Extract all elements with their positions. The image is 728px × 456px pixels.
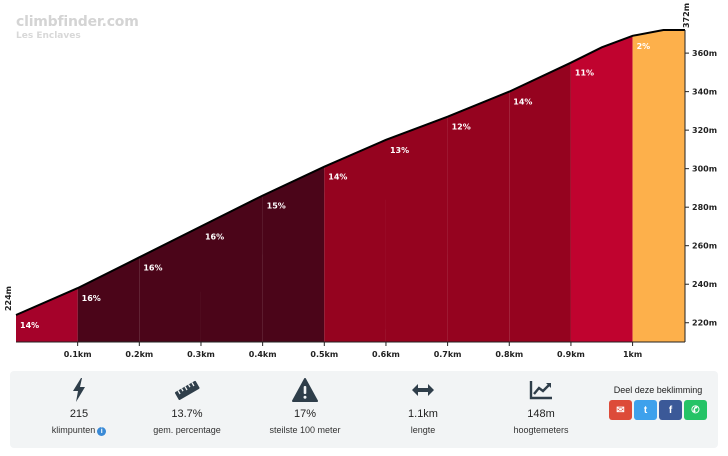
- segment-area-4: [262, 166, 325, 342]
- segment-area-6: [385, 116, 448, 342]
- segment-area-10: [632, 30, 685, 342]
- segment-gradient-label: 15%: [267, 202, 286, 211]
- twitter-share-button[interactable]: t: [634, 400, 657, 420]
- segment-gradient-label: 2%: [637, 42, 651, 51]
- stat-value: 148m: [527, 408, 555, 420]
- stat-value: 13.7%: [171, 408, 203, 420]
- y-tick-label: 340m: [692, 88, 717, 97]
- stat-label: lengte: [410, 425, 436, 435]
- segment-gradient-label: 14%: [328, 173, 347, 182]
- whatsapp-share-button[interactable]: ✆: [684, 400, 707, 420]
- info-icon[interactable]: i: [97, 427, 107, 436]
- stat-length: 1.1km lengte: [358, 377, 488, 436]
- segment-gradient-label: 13%: [390, 146, 409, 155]
- y-tick-label: 300m: [692, 165, 717, 174]
- stat-label: gem. percentage: [153, 425, 221, 435]
- stat-label: hoogtemeters: [513, 425, 569, 435]
- segment-area-8: [509, 62, 571, 342]
- arrows-horizontal-icon: [358, 377, 488, 403]
- stat-elevation-gain: 148m hoogtemeters: [476, 377, 606, 436]
- ruler-icon: [122, 377, 252, 403]
- x-tick-label: 0.7km: [434, 350, 462, 359]
- y-tick-label: 360m: [692, 49, 717, 58]
- share-buttons: ✉ t f ✆: [606, 400, 710, 420]
- end-elevation-label: 372m: [682, 3, 691, 28]
- elevation-chart-icon: [476, 377, 606, 403]
- stat-label: steilste 100 meter: [269, 425, 341, 435]
- y-tick-label: 280m: [692, 203, 717, 212]
- profile-line: [15, 29, 685, 316]
- segment-gradient-label: 16%: [143, 263, 162, 272]
- climb-name: Les Enclaves: [16, 31, 81, 41]
- warning-icon: [240, 377, 370, 403]
- stat-value: 215: [69, 408, 89, 420]
- share-panel: Deel deze beklimming ✉ t f ✆: [606, 385, 710, 420]
- envelope-icon: ✉: [616, 404, 625, 416]
- stat-value: 1.1km: [408, 408, 438, 420]
- x-tick-label: 0.6km: [372, 350, 400, 359]
- elevation-profile-svg: 14% 16% 16% 16% 15% 14% 13% 12% 14% 11% 2% 0.1km 0.2…: [4, 3, 717, 359]
- y-tick-label: 220m: [692, 319, 717, 328]
- whatsapp-icon: ✆: [691, 404, 700, 416]
- stat-average-gradient: 13.7% gem. percentage: [122, 377, 252, 436]
- lightning-icon: [14, 377, 144, 403]
- stat-value: 17%: [293, 408, 317, 420]
- segment-gradient-label: 16%: [205, 232, 224, 241]
- facebook-share-button[interactable]: f: [659, 400, 682, 420]
- segment-area-9: [570, 35, 633, 343]
- x-tick-label: 0.9km: [557, 350, 585, 359]
- stat-label: klimpunten: [51, 425, 96, 435]
- segment-area-3: [200, 195, 263, 342]
- x-tick-label: 0.8km: [495, 350, 523, 359]
- email-share-button[interactable]: ✉: [609, 400, 632, 420]
- y-tick-label: 260m: [692, 242, 717, 251]
- y-tick-label: 240m: [692, 280, 717, 289]
- segment-gradient-label: 11%: [575, 69, 594, 78]
- brand-watermark: climbfinder.com: [16, 14, 139, 30]
- x-tick-label: 0.3km: [187, 350, 215, 359]
- x-tick-label: 1km: [623, 350, 642, 359]
- stats-bar: 215 klimpunten i 13.7% gem. percentage 17…: [10, 371, 718, 448]
- x-tick-label: 0.5km: [310, 350, 338, 359]
- stat-steepest-100m: 17% steilste 100 meter: [240, 377, 370, 436]
- x-tick-label: 0.2km: [125, 350, 153, 359]
- segment-area-7: [447, 91, 510, 342]
- x-tick-label: 0.4km: [249, 350, 277, 359]
- segment-area-0: [16, 288, 78, 342]
- segment-gradient-label: 14%: [20, 321, 39, 330]
- share-title: Deel deze beklimming: [613, 385, 703, 395]
- segment-gradient-label: 12%: [452, 123, 471, 132]
- y-tick-label: 320m: [692, 126, 717, 135]
- segment-gradient-label: 14%: [513, 98, 532, 107]
- start-elevation-label: 224m: [4, 286, 13, 311]
- twitter-icon: t: [643, 404, 648, 416]
- facebook-icon: f: [668, 404, 673, 416]
- segment-area-2: [139, 226, 201, 342]
- elevation-profile-chart: 14% 16% 16% 16% 15% 14% 13% 12% 14% 11% 2% 0.1km 0.2…: [4, 3, 717, 359]
- stat-climb-points: 215 klimpunten i: [14, 377, 144, 436]
- segment-area-1: [77, 257, 140, 342]
- x-tick-label: 0.1km: [64, 350, 92, 359]
- segment-area-5: [324, 139, 386, 342]
- segment-gradient-label: 16%: [82, 294, 101, 303]
